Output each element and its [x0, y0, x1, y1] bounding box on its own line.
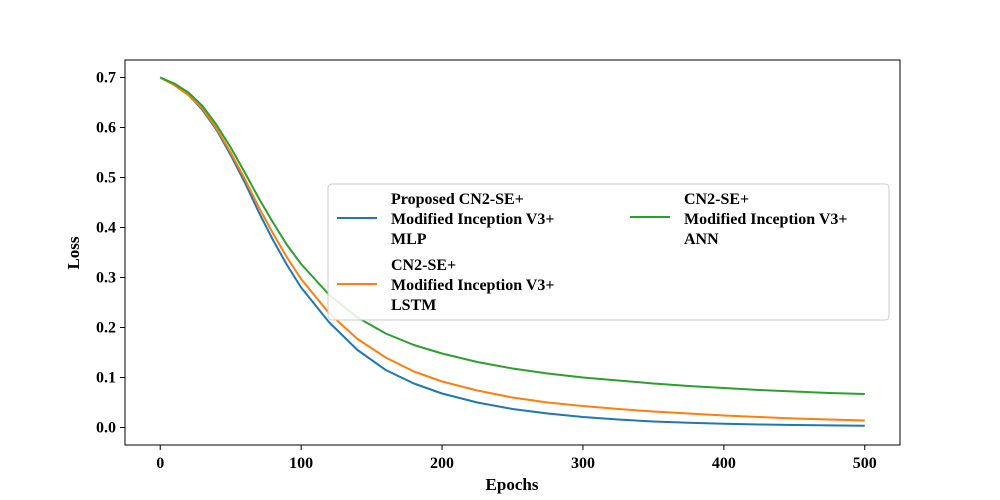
x-axis-label: Epochs [486, 475, 539, 494]
series-line-3 [159, 76, 865, 395]
x-tick-label: 300 [571, 455, 595, 472]
series-line-2 [159, 76, 865, 422]
y-tick-label: 0.3 [96, 270, 116, 287]
legend-box [327, 183, 890, 321]
y-tick-label: 0.0 [96, 420, 116, 437]
legend-label-line: MLP [391, 231, 427, 248]
y-tick-label: 0.1 [96, 370, 116, 387]
legend-label-line: LSTM [391, 297, 436, 314]
legend-label-1: Proposed CN2-SE+ Modified Inception V3+ ML… [391, 191, 555, 248]
x-tick-label: 0 [156, 455, 164, 472]
legend-label-line: ANN [684, 231, 719, 248]
y-tick-label: 0.2 [96, 320, 116, 337]
x-tick-label: 100 [289, 455, 313, 472]
legend-label-3: CN2-SE+ Modified Inception V3+ ANN [684, 191, 848, 248]
x-tick-label: 500 [853, 455, 877, 472]
y-tick-label: 0.5 [96, 170, 116, 187]
axis-ticks: 0 100 200 300 400 500 0.0 0.1 0.2 0.3 0.4 0.5 0.6 0.7 [96, 70, 877, 473]
legend-label-line: CN2-SE+ [391, 257, 456, 274]
legend-label-line: Modified Inception V3+ [391, 277, 555, 294]
y-axis-label: Loss [64, 236, 83, 269]
legend-label-line: Proposed CN2-SE+ [391, 191, 524, 208]
legend-label-line: CN2-SE+ [684, 191, 749, 208]
legend-label-line: Modified Inception V3+ [684, 211, 848, 228]
legend: Proposed CN2-SE+ Modified Inception V3+ ML… [327, 183, 890, 321]
legend-label-2: CN2-SE+ Modified Inception V3+ LSTM [391, 257, 555, 314]
y-tick-label: 0.6 [96, 120, 116, 137]
y-tick-label: 0.7 [96, 70, 116, 87]
y-tick-label: 0.4 [96, 220, 116, 237]
legend-label-line: Modified Inception V3+ [391, 211, 555, 228]
plot-frame [124, 59, 901, 446]
x-tick-label: 200 [430, 455, 454, 472]
series-line-1 [159, 76, 865, 427]
series-lines [159, 76, 865, 427]
x-tick-label: 400 [712, 455, 736, 472]
